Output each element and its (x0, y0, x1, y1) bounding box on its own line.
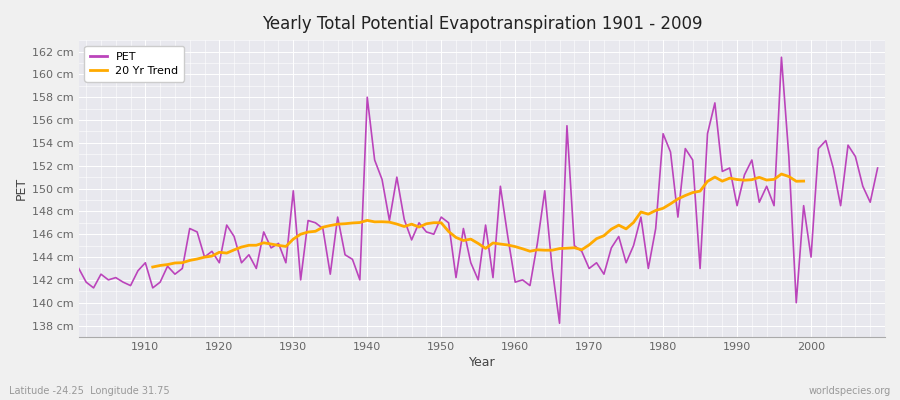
Text: worldspecies.org: worldspecies.org (809, 386, 891, 396)
X-axis label: Year: Year (469, 356, 495, 369)
Text: Latitude -24.25  Longitude 31.75: Latitude -24.25 Longitude 31.75 (9, 386, 169, 396)
Legend: PET, 20 Yr Trend: PET, 20 Yr Trend (85, 46, 184, 82)
Y-axis label: PET: PET (15, 177, 28, 200)
Title: Yearly Total Potential Evapotranspiration 1901 - 2009: Yearly Total Potential Evapotranspiratio… (262, 15, 702, 33)
